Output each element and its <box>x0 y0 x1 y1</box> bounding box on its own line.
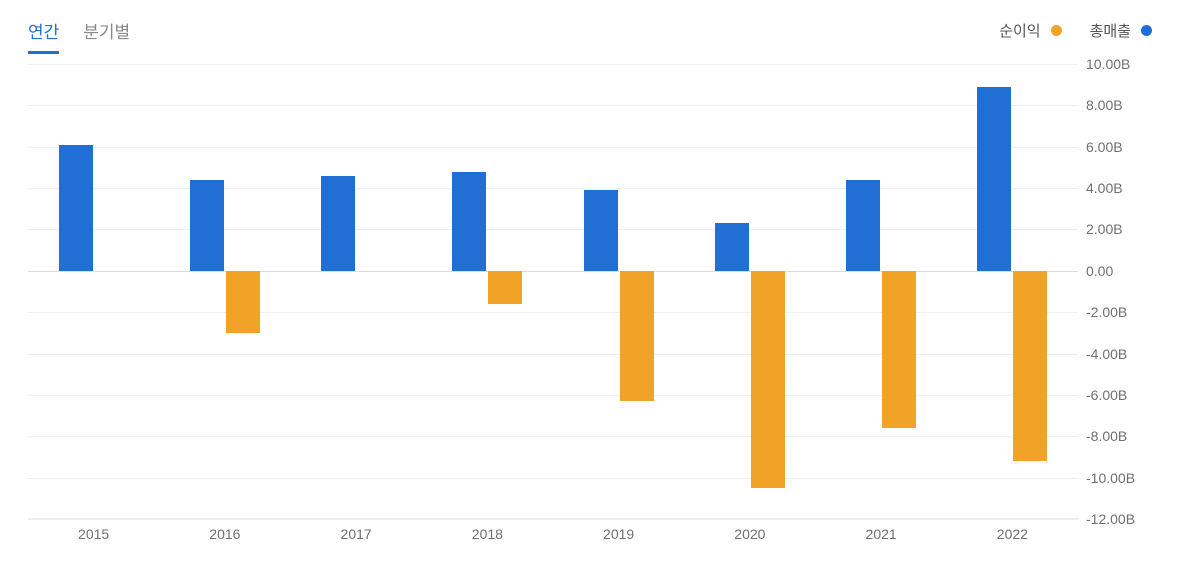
gridline <box>28 105 1078 106</box>
x-axis-tick: 2017 <box>341 526 372 542</box>
y-axis-tick: -8.00B <box>1086 428 1127 444</box>
legend-item-net-income: 순이익 <box>999 20 1061 41</box>
tabs: 연간 분기별 <box>28 18 130 54</box>
gridline <box>28 519 1078 520</box>
bar-revenue <box>584 190 618 271</box>
legend-item-revenue: 총매출 <box>1090 20 1152 41</box>
legend-swatch-net-income <box>1051 25 1062 36</box>
gridline <box>28 64 1078 65</box>
y-axis-tick: -6.00B <box>1086 387 1127 403</box>
chart-area: -12.00B -10.00B -8.00B -6.00B -4.00B -2.00B 0.… <box>28 64 1152 554</box>
bar-net-income <box>1013 271 1047 461</box>
legend-label-net-income: 순이익 <box>999 20 1040 41</box>
bar-revenue <box>59 145 93 271</box>
bar-revenue <box>190 180 224 271</box>
bar-net-income <box>620 271 654 401</box>
gridline <box>28 188 1078 189</box>
y-axis-tick: 2.00B <box>1086 221 1123 237</box>
x-axis-tick: 2018 <box>472 526 503 542</box>
y-axis-tick: -4.00B <box>1086 346 1127 362</box>
y-axis-tick: -12.00B <box>1086 511 1135 527</box>
gridline <box>28 147 1078 148</box>
bar-revenue <box>715 223 749 271</box>
x-axis-tick: 2021 <box>866 526 897 542</box>
y-axis-tick: 8.00B <box>1086 97 1123 113</box>
y-axis-tick: -10.00B <box>1086 470 1135 486</box>
bar-net-income <box>882 271 916 428</box>
bar-net-income <box>488 271 522 304</box>
gridline <box>28 354 1078 355</box>
bar-net-income <box>226 271 260 333</box>
bar-net-income <box>751 271 785 488</box>
gridline <box>28 478 1078 479</box>
gridline <box>28 229 1078 230</box>
plot-area <box>28 64 1078 519</box>
legend: 순이익 총매출 <box>999 18 1152 41</box>
y-axis-tick: 0.00 <box>1086 263 1113 279</box>
y-axis-tick: -2.00B <box>1086 304 1127 320</box>
x-axis-tick: 2019 <box>603 526 634 542</box>
zero-line <box>28 271 1078 272</box>
x-axis-tick: 2020 <box>734 526 765 542</box>
bar-revenue <box>321 176 355 271</box>
chart-header: 연간 분기별 순이익 총매출 <box>28 18 1152 54</box>
gridline <box>28 436 1078 437</box>
bar-revenue <box>452 172 486 271</box>
gridline <box>28 395 1078 396</box>
y-axis-tick: 10.00B <box>1086 56 1130 72</box>
tab-quarterly[interactable]: 분기별 <box>83 18 130 54</box>
legend-swatch-revenue <box>1141 25 1152 36</box>
x-axis-tick: 2016 <box>209 526 240 542</box>
tab-annual[interactable]: 연간 <box>28 18 59 54</box>
legend-label-revenue: 총매출 <box>1090 20 1131 41</box>
gridline <box>28 312 1078 313</box>
x-axis-tick: 2015 <box>78 526 109 542</box>
x-axis-tick: 2022 <box>997 526 1028 542</box>
y-axis-tick: 4.00B <box>1086 180 1123 196</box>
y-axis-tick: 6.00B <box>1086 139 1123 155</box>
chart-container: 연간 분기별 순이익 총매출 -12.00B -10.00B -8.00B -6.00… <box>0 0 1180 572</box>
bar-revenue <box>977 87 1011 271</box>
bar-revenue <box>846 180 880 271</box>
